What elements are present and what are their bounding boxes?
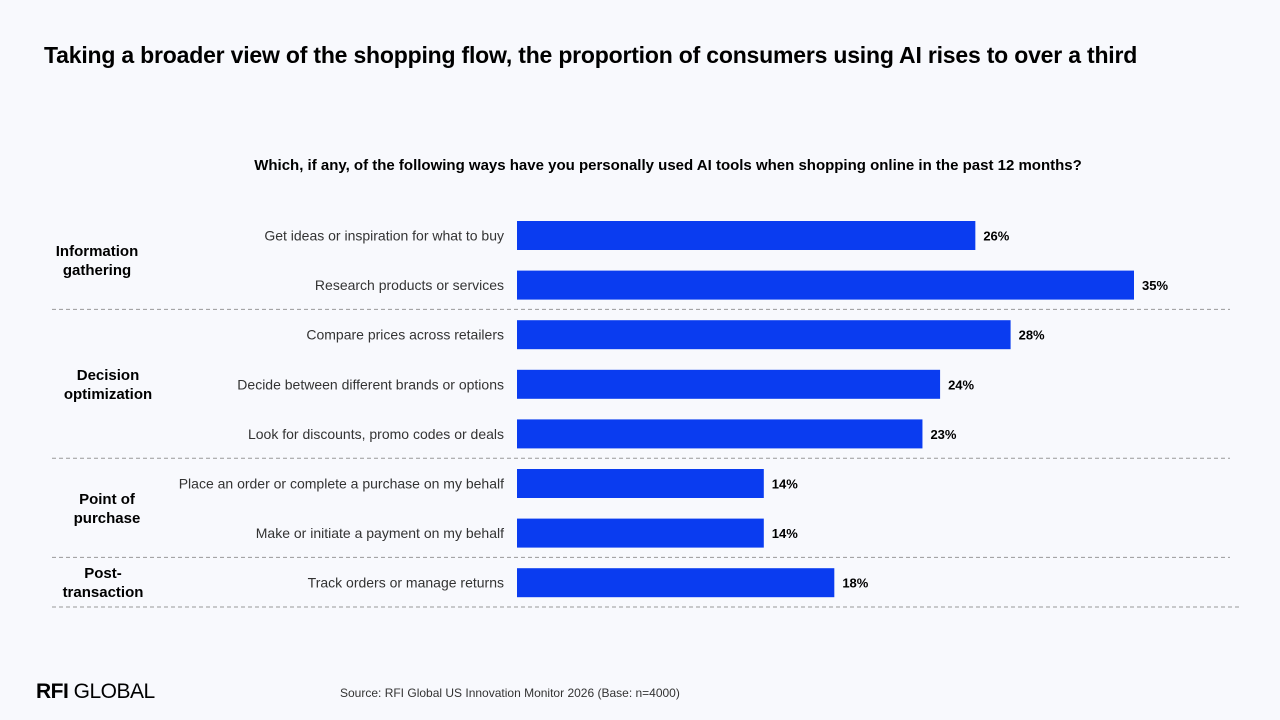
category-label-2: Research products or services xyxy=(315,277,504,293)
bar-2 xyxy=(517,270,1134,300)
category-label-8: Track orders or manage returns xyxy=(308,575,504,591)
value-label-7: 14% xyxy=(772,526,798,541)
bar-7 xyxy=(517,518,764,548)
value-label-8: 18% xyxy=(842,576,868,591)
logo-global: GLOBAL xyxy=(68,680,156,703)
value-label-2: 35% xyxy=(1142,278,1168,293)
bar-6 xyxy=(517,469,764,498)
category-label-5: Look for discounts, promo codes or deals xyxy=(248,426,504,442)
bar-1 xyxy=(517,221,976,250)
group-label-1: Information gathering xyxy=(56,243,139,279)
category-label-1: Get ideas or inspiration for what to buy xyxy=(264,228,504,244)
category-label-3: Compare prices across retailers xyxy=(306,327,504,343)
value-label-1: 26% xyxy=(983,229,1009,244)
group-label-4: Post-transaction xyxy=(63,565,144,601)
value-label-6: 14% xyxy=(772,477,798,492)
category-label-4: Decide between different brands or optio… xyxy=(237,376,504,392)
chart-title: Taking a broader view of the shopping fl… xyxy=(44,42,1138,68)
source-note: Source: RFI Global US Innovation Monitor… xyxy=(340,686,680,700)
bar-5 xyxy=(517,419,923,449)
category-label-6: Place an order or complete a purchase on… xyxy=(179,476,504,492)
group-label-2: Decision optimization xyxy=(64,367,152,403)
group-label-3: Point of purchase xyxy=(74,491,141,527)
rfi-global-logo: RFI GLOBAL xyxy=(36,680,155,704)
category-label-7: Make or initiate a payment on my behalf xyxy=(256,525,504,541)
bar-8 xyxy=(517,568,835,598)
bar-3 xyxy=(517,320,1011,350)
value-label-5: 23% xyxy=(930,427,956,442)
bar-4 xyxy=(517,369,941,399)
value-label-4: 24% xyxy=(948,377,974,392)
chart-subtitle: Which, if any, of the following ways hav… xyxy=(254,157,1082,174)
value-label-3: 28% xyxy=(1019,328,1045,343)
logo-rfi: RFI xyxy=(36,680,69,703)
